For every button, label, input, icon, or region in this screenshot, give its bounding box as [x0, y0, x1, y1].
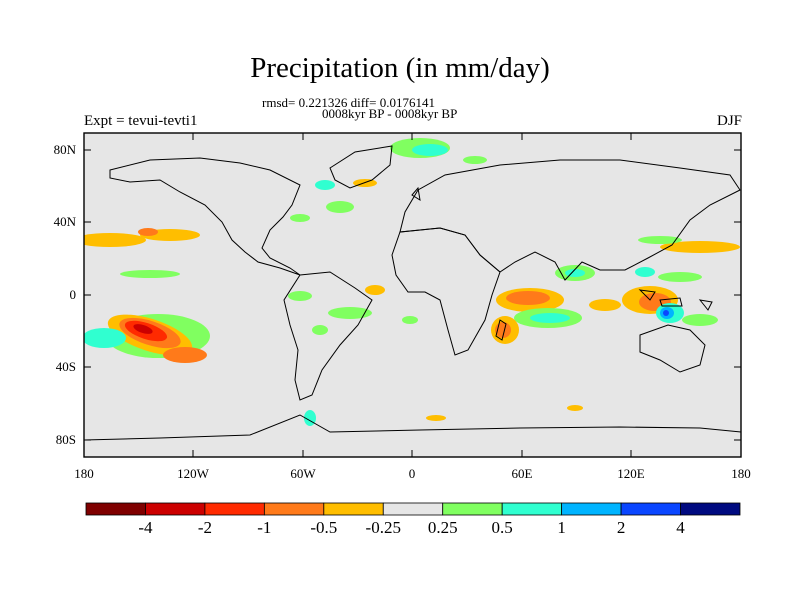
anomaly-patch: [365, 285, 385, 295]
anomaly-patch: [638, 236, 682, 244]
colorbar-swatch: [561, 502, 622, 516]
colorbar-label: -2: [197, 518, 212, 537]
colorbar-label: -1: [257, 518, 272, 537]
lon-tick-label: 180: [731, 466, 751, 481]
anomaly-patch: [315, 180, 335, 190]
anomaly-patch: [565, 269, 585, 277]
anomaly-patch: [120, 270, 180, 278]
anomaly-patch: [412, 144, 448, 156]
lon-tick-label: 60W: [290, 466, 316, 481]
lat-tick-label: 40S: [55, 359, 76, 374]
colorbar-swatch: [680, 502, 741, 516]
anomaly-patch: [133, 324, 153, 334]
north-america-coast: [109, 157, 301, 276]
colorbar-label: 0.5: [491, 518, 513, 537]
colorbar-swatch: [85, 502, 146, 516]
period-line: 0008kyr BP - 0008kyr BP: [322, 106, 458, 121]
colorbar-label: 0.25: [427, 518, 458, 537]
colorbar-swatch: [323, 502, 384, 516]
madagascar-coast: [495, 319, 507, 341]
colorbar-label: -4: [138, 518, 153, 537]
colorbar-swatch: [442, 502, 503, 516]
anomaly-fields: [84, 138, 740, 426]
anomaly-patch: [402, 316, 418, 324]
anomaly-patch: [326, 201, 354, 213]
stats-line: rmsd= 0.221326 diff= 0.0176141: [262, 95, 435, 110]
anomaly-patch: [663, 310, 669, 316]
colorbar: [85, 502, 741, 516]
colorbar-swatch: [620, 502, 681, 516]
islands-coast: [411, 186, 713, 311]
anomaly-patch: [426, 415, 446, 421]
lon-tick-label: 120E: [617, 466, 645, 481]
australia-coast: [639, 324, 706, 373]
colorbar-swatch: [204, 502, 265, 516]
anomaly-patch: [290, 214, 310, 222]
coastlines: [84, 145, 741, 441]
colorbar-swatch: [501, 502, 563, 516]
lat-tick-label: 80N: [53, 142, 76, 157]
anomaly-patch: [163, 347, 207, 363]
lat-tick-label: 0: [69, 287, 77, 302]
colorbar-label: -0.5: [310, 518, 338, 537]
colorbar-label: 1: [557, 518, 566, 537]
lon-tick-label: 0: [408, 466, 416, 481]
south-america-coast: [283, 271, 373, 401]
anomaly-patch: [660, 241, 740, 253]
anomaly-patch: [658, 272, 702, 282]
experiment-label: Expt = tevui-tevti1: [84, 113, 198, 129]
colorbar-swatch: [145, 502, 206, 516]
anomaly-patch: [288, 291, 312, 301]
anomaly-patch: [589, 299, 621, 311]
anomaly-patch: [138, 228, 158, 236]
lon-tick-label: 120W: [177, 466, 209, 481]
anomaly-patch: [682, 314, 718, 326]
anomaly-patch: [312, 325, 328, 335]
anomaly-patch: [635, 267, 655, 277]
lat-tick-label: 40N: [53, 214, 76, 229]
colorbar-label: 4: [676, 518, 685, 537]
lon-tick-label: 60E: [511, 466, 533, 481]
anomaly-patch: [84, 233, 146, 247]
lat-tick-label: 80S: [55, 432, 76, 447]
season-label: DJF: [716, 113, 742, 129]
colorbar-swatch: [382, 502, 444, 516]
axis-ticks: [84, 133, 741, 457]
eurasia-coast: [399, 159, 741, 281]
lon-tick-label: 180: [74, 466, 94, 481]
anomaly-patch: [84, 328, 126, 348]
greenland-coast: [329, 145, 393, 189]
colorbar-swatch: [263, 502, 325, 516]
antarctica-coast: [84, 414, 741, 441]
anomaly-patch: [506, 291, 550, 305]
anomaly-patch: [530, 313, 570, 323]
colorbar-label: 2: [616, 518, 626, 537]
anomaly-patch: [567, 405, 583, 411]
anomaly-patch: [328, 307, 372, 319]
anomaly-patch: [463, 156, 487, 164]
chart-title: Precipitation (in mm/day): [250, 52, 550, 84]
colorbar-label: -0.25: [365, 518, 401, 537]
